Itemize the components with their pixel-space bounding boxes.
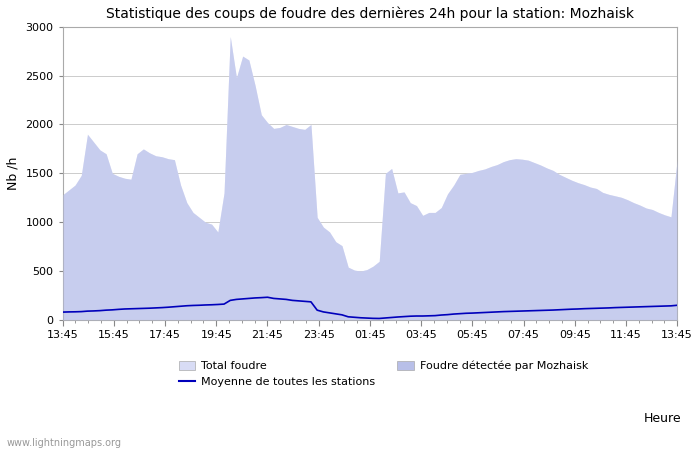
Text: www.lightningmaps.org: www.lightningmaps.org (7, 438, 122, 448)
Y-axis label: Nb /h: Nb /h (7, 157, 20, 190)
Title: Statistique des coups de foudre des dernières 24h pour la station: Mozhaisk: Statistique des coups de foudre des dern… (106, 7, 634, 22)
Text: Heure: Heure (644, 412, 682, 425)
Legend: Total foudre, Moyenne de toutes les stations, Foudre détectée par Mozhaisk: Total foudre, Moyenne de toutes les stat… (178, 360, 588, 387)
